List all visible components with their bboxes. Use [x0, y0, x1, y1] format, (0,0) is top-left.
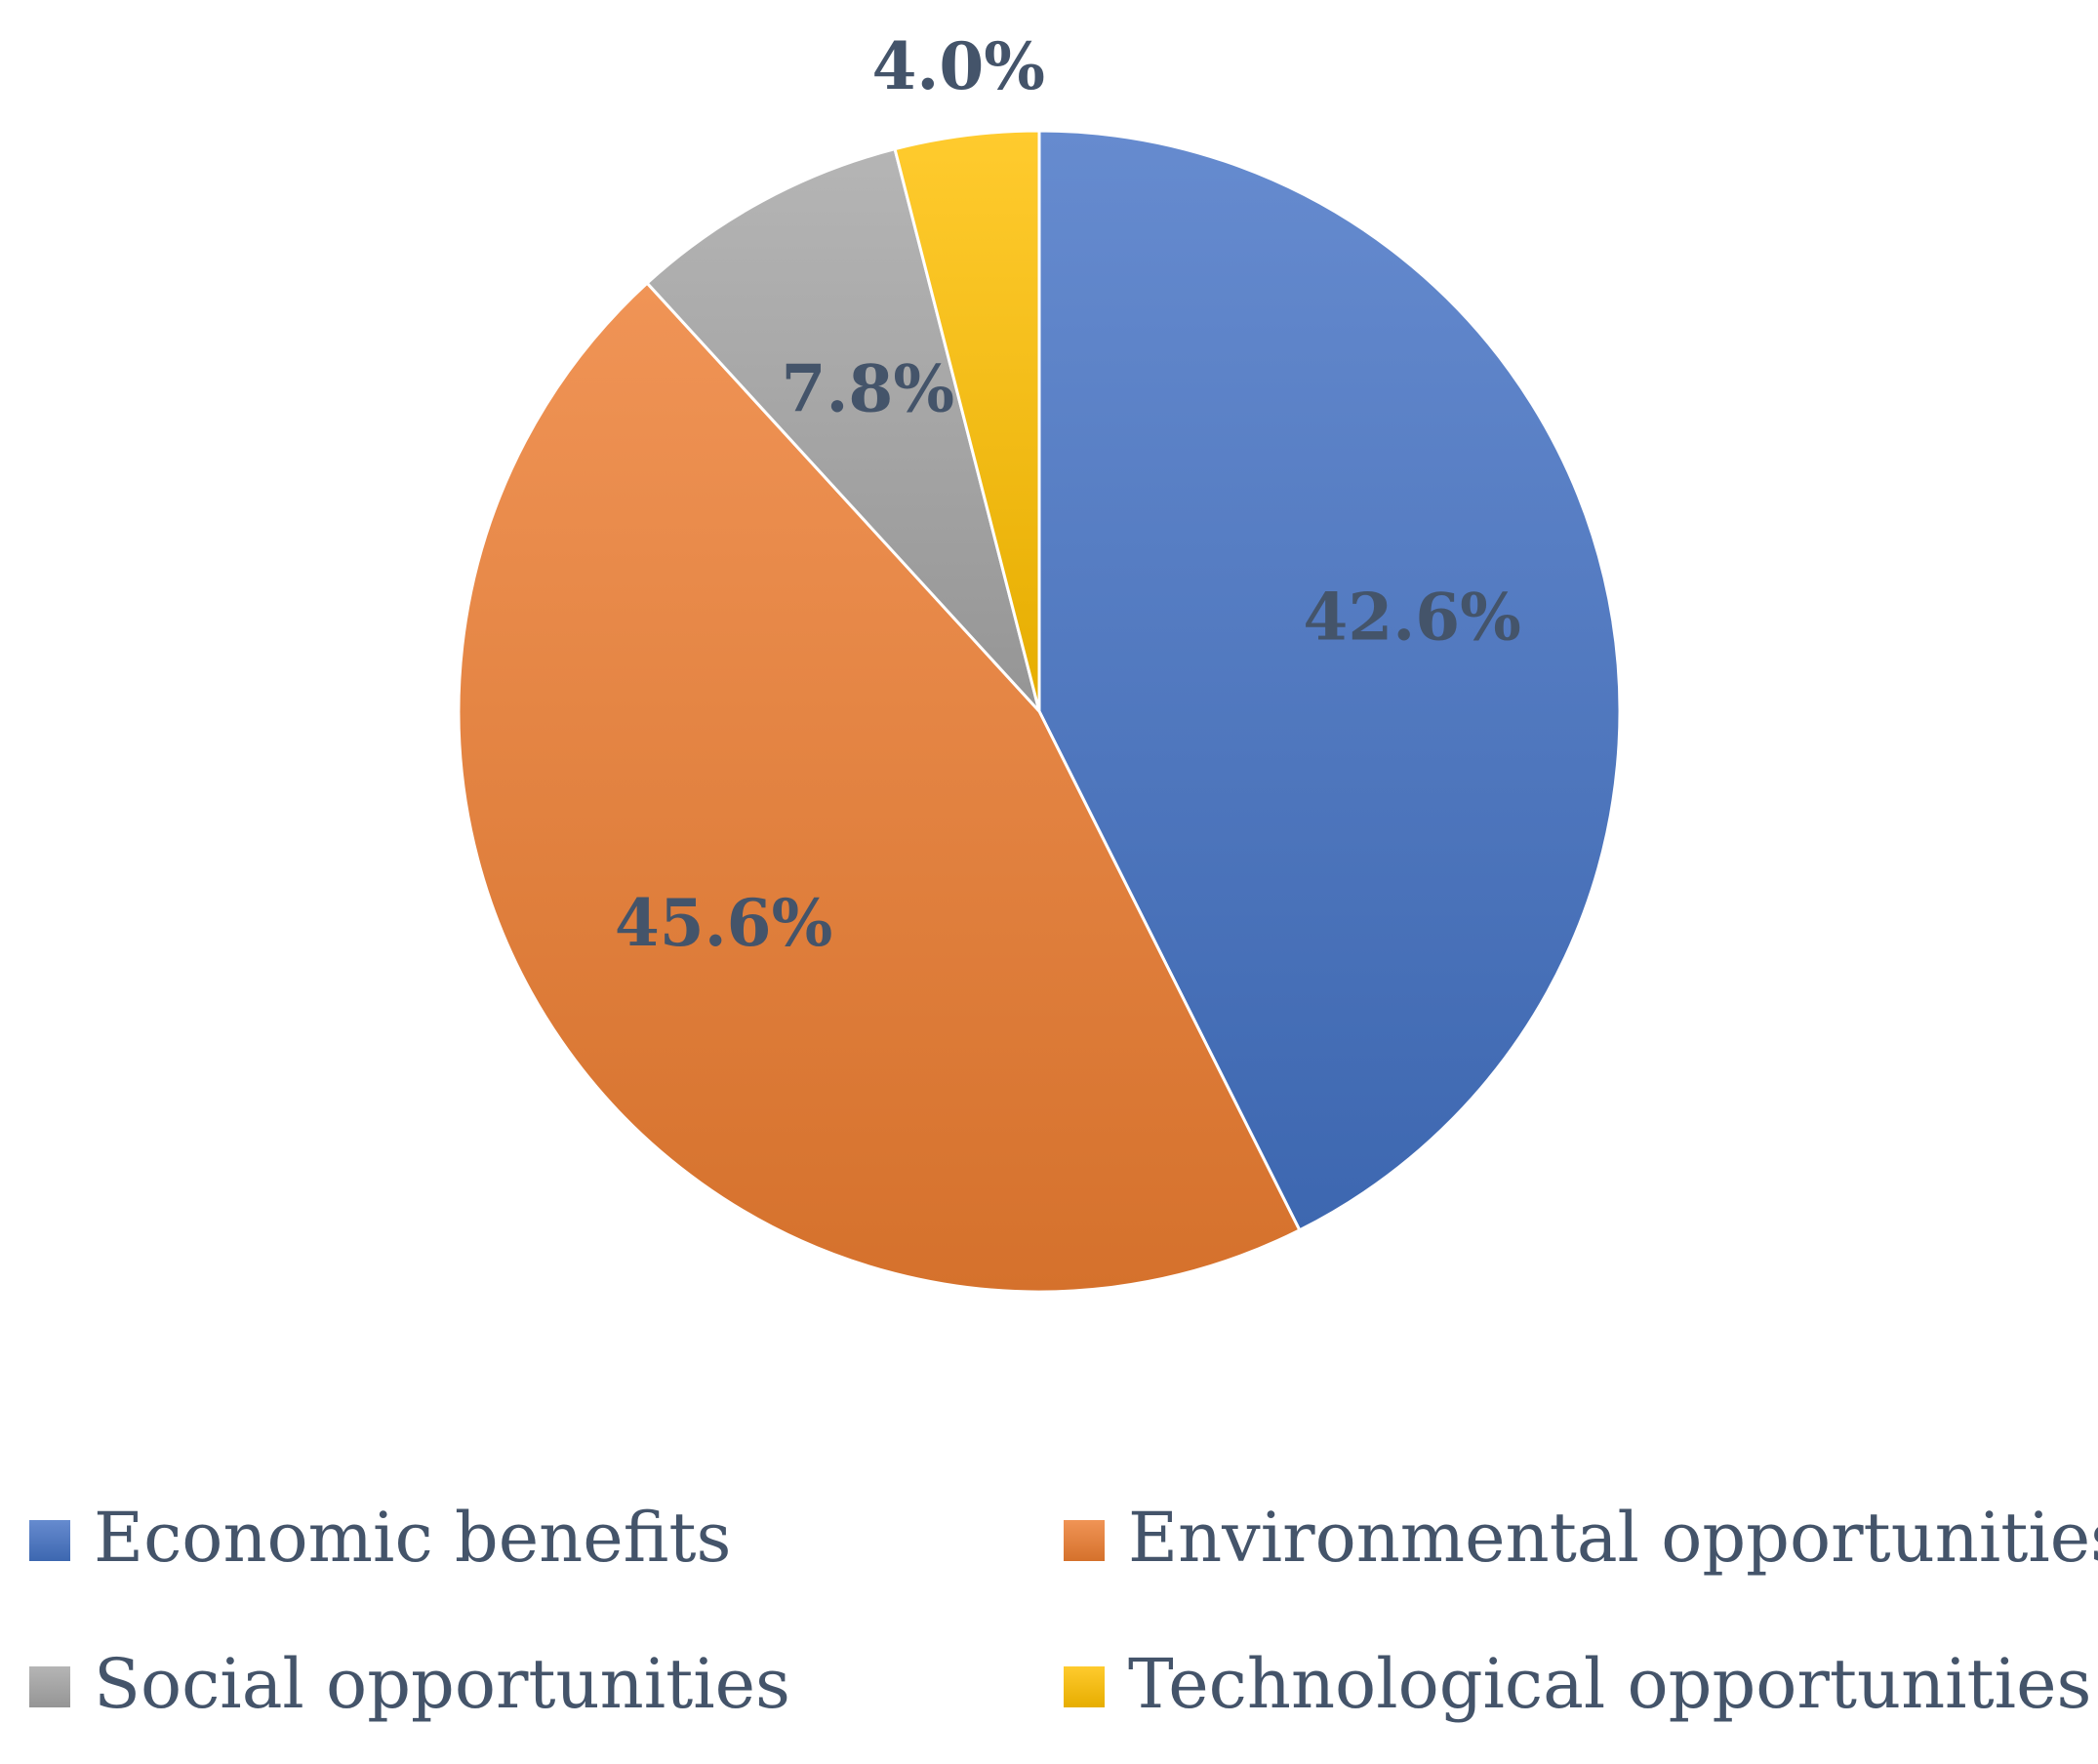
legend-swatch-technological-opportunities	[1064, 1666, 1105, 1707]
legend-label-technological-opportunities: Technological opportunities	[1128, 1644, 2091, 1724]
pie-slice-economic-benefits	[1037, 129, 1622, 1232]
legend-swatch-social-opportunities	[29, 1666, 70, 1707]
data-label-economic-benefits: 42.6%	[1303, 580, 1520, 656]
legend-swatch-economic-benefits	[29, 1520, 70, 1561]
pie-slice-social-opportunities	[645, 146, 1041, 713]
legend-swatch-environmental-opportunities	[1064, 1520, 1105, 1561]
legend: Economic benefits Environmental opportuni…	[29, 1498, 2098, 1724]
data-labels: 42.6% 45.6% 7.8% 4.0%	[615, 28, 1521, 961]
pie-slice-technological-opportunities	[893, 129, 1041, 712]
pie-slice-environmental-opportunities	[457, 281, 1302, 1294]
legend-label-economic-benefits: Economic benefits	[94, 1498, 731, 1578]
pie-slices	[457, 129, 1622, 1294]
data-label-environmental-opportunities: 45.6%	[615, 885, 832, 961]
data-label-technological-opportunities: 4.0%	[871, 28, 1045, 104]
data-label-social-opportunities: 7.8%	[782, 351, 955, 427]
legend-label-social-opportunities: Social opportunities	[94, 1644, 790, 1724]
legend-label-environmental-opportunities: Environmental opportunities	[1128, 1498, 2098, 1578]
